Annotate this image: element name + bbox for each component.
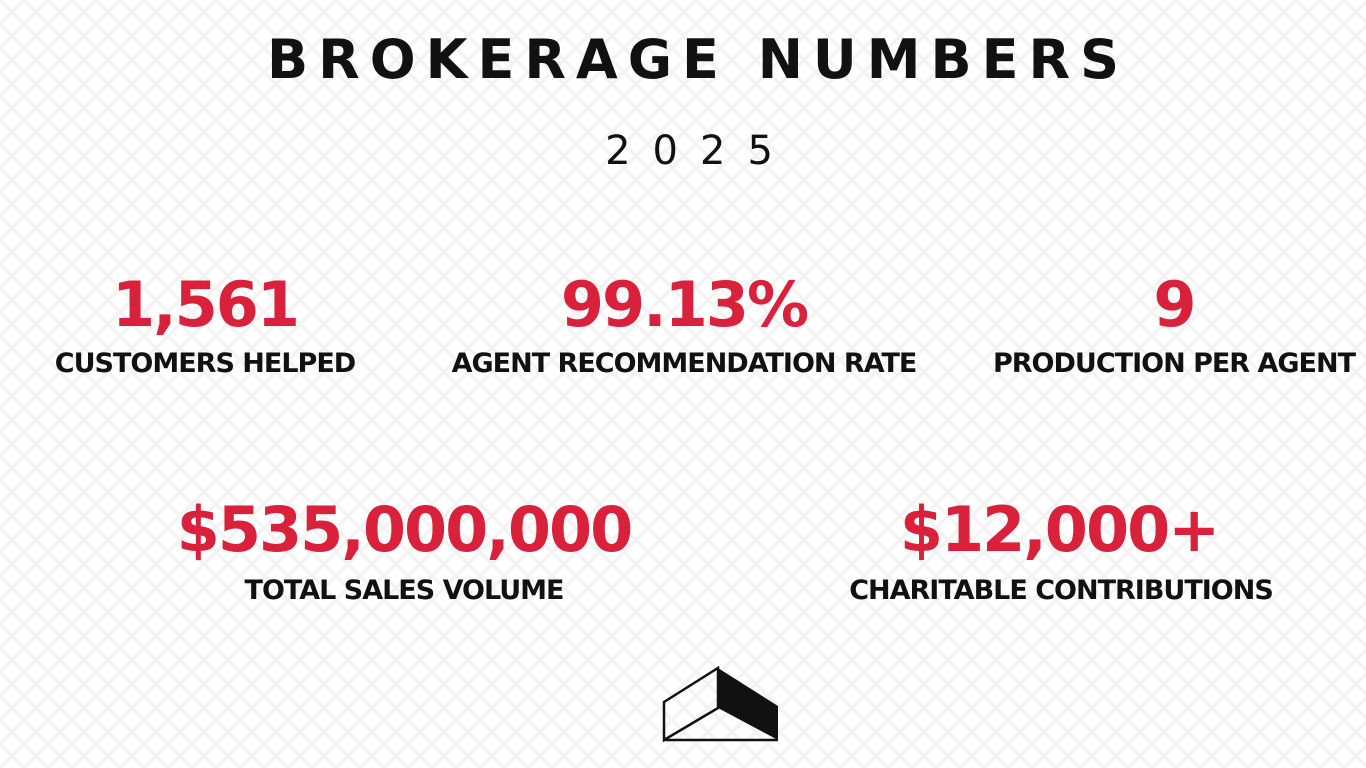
stat-label: CUSTOMERS HELPED bbox=[54, 348, 356, 379]
stat-value: $535,000,000 bbox=[176, 493, 634, 566]
stat-label: CHARITABLE CONTRIBUTIONS bbox=[849, 575, 1274, 606]
stat-label: AGENT RECOMMENDATION RATE bbox=[451, 348, 918, 379]
logo bbox=[662, 666, 778, 743]
stat-label: TOTAL SALES VOLUME bbox=[244, 575, 565, 606]
subtitle: 2025 bbox=[605, 128, 795, 174]
title: BROKERAGE NUMBERS bbox=[266, 28, 1130, 91]
stat-label: PRODUCTION PER AGENT bbox=[992, 348, 1356, 379]
stat-value: 99.13% bbox=[560, 268, 809, 341]
stat-value: 9 bbox=[1153, 268, 1196, 341]
stat-value: $12,000+ bbox=[899, 493, 1220, 566]
stat-value: 1,561 bbox=[111, 268, 300, 341]
